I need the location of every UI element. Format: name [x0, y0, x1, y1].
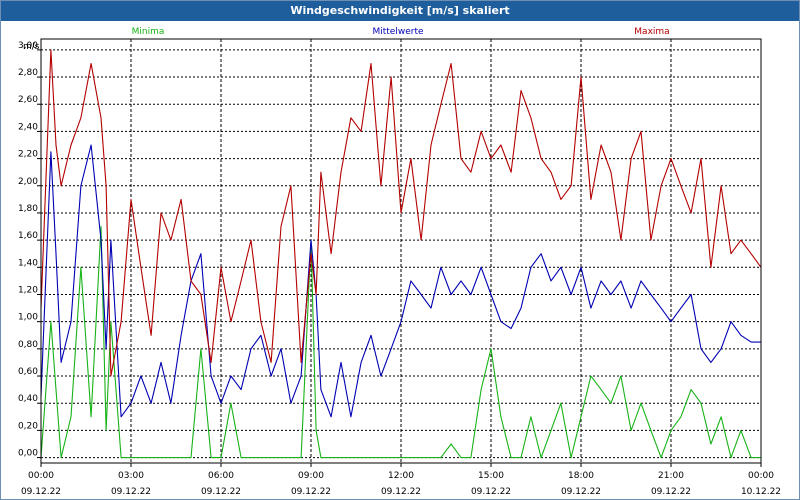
y-tick-label: 2,80 [18, 68, 38, 78]
y-tick-label: 1,20 [18, 285, 38, 295]
y-tick-label: 3,00 [18, 41, 38, 51]
y-axis-label: m/s [23, 42, 40, 52]
x-tick-date: 09.12.22 [291, 487, 331, 497]
legend-entry: Minima [132, 27, 165, 37]
y-tick-label: 1,40 [18, 258, 38, 268]
x-tick-time: 15:00 [478, 471, 504, 481]
y-tick-label: 2,00 [18, 177, 38, 187]
y-tick-label: 0,80 [18, 340, 38, 350]
x-tick-time: 00:00 [748, 471, 774, 481]
window-title: Windgeschwindigkeit [m/s] skaliert [1, 1, 799, 21]
y-tick-label: 2,20 [18, 150, 38, 160]
axes [37, 38, 762, 467]
x-tick-time: 03:00 [118, 471, 144, 481]
y-tick-label: 1,60 [18, 231, 38, 241]
y-tick-label: 0,40 [18, 394, 38, 404]
legend-entry: Mittelwerte [372, 27, 423, 37]
series-line-mittelwerte [40, 144, 761, 418]
legend-entry: Maxima [634, 27, 669, 37]
x-tick-time: 00:00 [28, 471, 54, 481]
x-tick-time: 06:00 [208, 471, 234, 481]
series-line-minima [40, 225, 761, 459]
y-tick-label: 0,00 [18, 449, 38, 459]
y-tick-label: 1,80 [18, 204, 38, 214]
x-tick-date: 09.12.22 [201, 487, 241, 497]
x-tick-time: 12:00 [388, 471, 414, 481]
x-tick-date: 09.12.22 [381, 487, 421, 497]
y-tick-label: 0,60 [18, 367, 38, 377]
series-lines [40, 49, 762, 459]
x-tick-date: 09.12.22 [561, 487, 601, 497]
grid [41, 39, 761, 463]
x-tick-date: 09.12.22 [111, 487, 151, 497]
x-tick-date: 09.12.22 [471, 487, 511, 497]
y-tick-label: 0,20 [18, 421, 38, 431]
plot-frame [40, 38, 762, 464]
y-tick-label: 2,60 [18, 95, 38, 105]
x-tick-date: 10.12.22 [741, 487, 781, 497]
series-line-maxima [40, 49, 762, 377]
tick-labels: 0,00 0,20 0,40 0,60 0,80 1,00 1,20 1,40 1,60 1,80… [18, 41, 781, 497]
x-tick-date: 09.12.22 [651, 487, 691, 497]
x-tick-time: 09:00 [298, 471, 324, 481]
legend: Minima Mittelwerte Maxima [132, 27, 670, 37]
x-tick-time: 21:00 [658, 471, 684, 481]
y-tick-label: 2,40 [18, 122, 38, 132]
x-tick-time: 18:00 [568, 471, 594, 481]
y-tick-label: 1,00 [18, 313, 38, 323]
x-tick-date: 09.12.22 [21, 487, 61, 497]
